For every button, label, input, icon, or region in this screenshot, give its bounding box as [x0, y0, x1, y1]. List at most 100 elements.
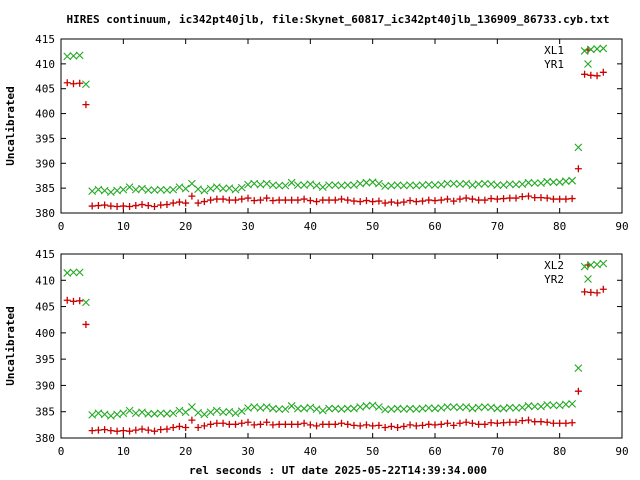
- xl1-point: [431, 197, 439, 205]
- yr1-point: [356, 179, 365, 188]
- xl2-point: [456, 419, 464, 427]
- x-tick-label: 80: [553, 445, 566, 458]
- yr1-point: [381, 182, 390, 191]
- xl2-point: [207, 420, 215, 428]
- xl1-point: [481, 196, 489, 204]
- yr2-point: [418, 404, 427, 413]
- xl1-point: [300, 195, 308, 203]
- yr2-point: [131, 409, 140, 418]
- yr2-point: [443, 403, 452, 411]
- yr1-point: [156, 185, 165, 194]
- xl2-point: [200, 422, 208, 430]
- legend-label: XL1: [544, 44, 564, 57]
- yr2-point: [593, 260, 601, 269]
- xl1-point: [369, 198, 377, 206]
- x-tick-label: 50: [366, 220, 379, 233]
- yr1-point: [293, 181, 302, 190]
- xl2-point: [362, 421, 370, 429]
- yr1-point: [88, 187, 97, 196]
- yr1-point: [175, 183, 184, 192]
- yr2-point: [568, 399, 577, 408]
- yr1-point: [219, 184, 227, 193]
- yr2-point: [88, 410, 97, 419]
- yr2-point: [399, 405, 408, 413]
- x-tick-label: 40: [304, 220, 317, 233]
- xl2-point: [356, 422, 364, 430]
- top-panel: 0 10 20 30 40 50 60 70 80 90 380 385 390 395 400 405 410…: [4, 33, 629, 233]
- yr2-point: [586, 261, 595, 269]
- yr2-point: [543, 400, 552, 409]
- yr1-point: [287, 178, 296, 187]
- yr1-point: [194, 185, 203, 194]
- xl1-point: [207, 196, 215, 204]
- xl2-point: [300, 419, 308, 427]
- x-tick-label: 30: [241, 445, 254, 458]
- yr2-point: [325, 404, 333, 413]
- yr1-point: [368, 178, 377, 187]
- xl2-point: [518, 417, 526, 425]
- y-tick-label: 390: [35, 379, 55, 392]
- yr2-point: [188, 403, 196, 411]
- x-tick-label: 10: [117, 445, 130, 458]
- xl1-point: [493, 195, 501, 203]
- xl2-point: [76, 297, 84, 305]
- yr2-point: [387, 405, 396, 413]
- xl1-point: [394, 199, 402, 207]
- xl1-point: [157, 201, 165, 209]
- xl1-point: [543, 194, 551, 202]
- yr1-point: [337, 181, 346, 190]
- legend-label: YR2: [544, 273, 564, 286]
- xl2-point: [182, 423, 190, 431]
- xl2-point: [525, 416, 532, 424]
- yr1-point: [462, 179, 471, 188]
- yr1-point: [212, 183, 221, 192]
- yr1-point: [524, 178, 533, 187]
- xl2-point: [306, 421, 314, 429]
- y-tick-label: 405: [35, 83, 55, 96]
- yr2-point: [293, 404, 302, 413]
- xl1-point: [593, 72, 601, 80]
- xl2-point: [487, 419, 495, 427]
- yr2-point: [599, 259, 608, 268]
- xl1-point: [126, 203, 134, 211]
- yr1-point: [393, 181, 402, 190]
- x-tick-label: 60: [428, 220, 441, 233]
- yr1-point: [75, 51, 84, 60]
- xl1-point: [82, 101, 90, 109]
- xl1-point: [275, 196, 283, 204]
- xl2-point: [144, 426, 152, 434]
- yr2-point: [406, 404, 414, 413]
- xl1-point: [531, 194, 539, 202]
- xl1-point: [443, 195, 451, 203]
- yr1-point: [493, 181, 502, 190]
- yr2-point: [94, 409, 103, 418]
- yr2-point: [156, 409, 165, 418]
- xl2-point: [443, 419, 451, 427]
- y-tick-label: 410: [35, 274, 55, 287]
- xl1-point: [506, 194, 514, 202]
- xl1-point: [107, 202, 115, 210]
- xl1-point: [518, 193, 526, 201]
- xl2-point: [275, 420, 283, 428]
- xl2-point: [500, 419, 508, 427]
- y-tick-label: 385: [35, 182, 55, 195]
- xl2-point: [163, 425, 171, 433]
- xl1-point: [412, 198, 420, 206]
- xl2-point: [256, 420, 264, 428]
- yr1-point: [169, 185, 178, 194]
- y-tick-label: 415: [35, 248, 55, 261]
- yr2-point: [412, 405, 421, 413]
- xl1-point: [219, 195, 227, 203]
- legend-label: XL2: [544, 259, 564, 272]
- xl2-point: [587, 288, 595, 296]
- xl2-point: [350, 421, 358, 429]
- x-tick-label: 40: [304, 445, 317, 458]
- xl2-point: [344, 420, 352, 428]
- xl1-point: [512, 194, 520, 202]
- yr1-point: [150, 186, 159, 195]
- yr1-point: [468, 181, 477, 190]
- xl1-point: [406, 197, 414, 205]
- yr1-point: [499, 181, 508, 190]
- plot-frame: [60, 253, 623, 439]
- xl1-point: [344, 196, 352, 204]
